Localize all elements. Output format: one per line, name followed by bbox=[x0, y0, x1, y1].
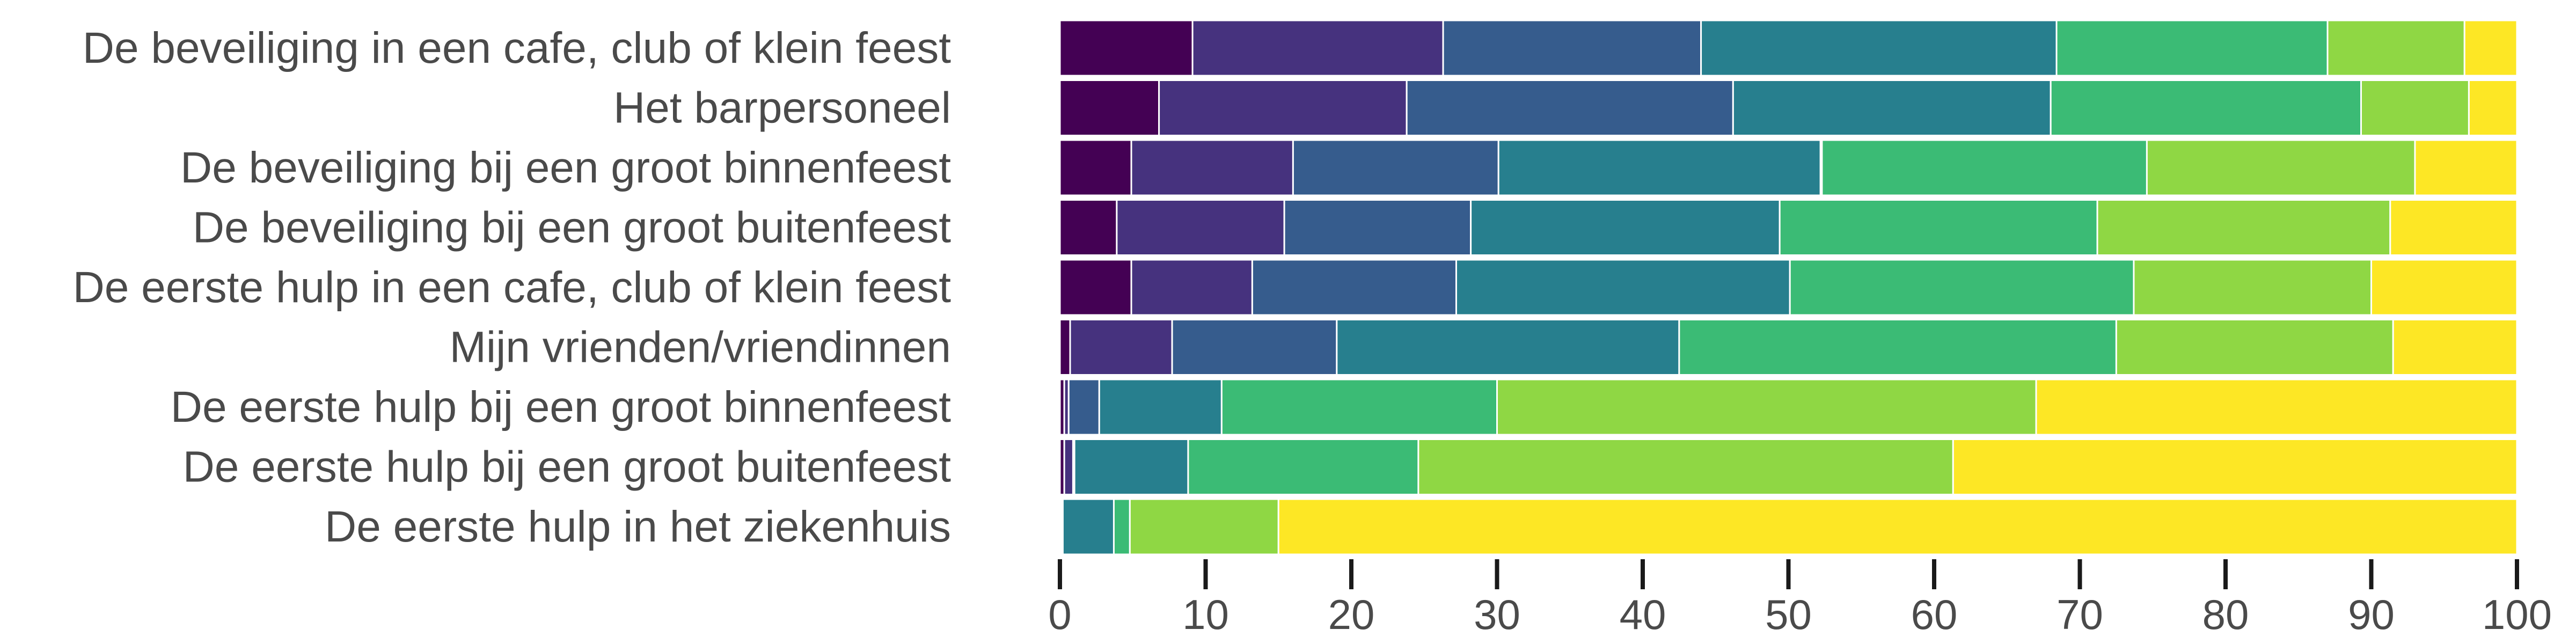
bar-segment bbox=[1277, 498, 2518, 555]
bar-segment bbox=[1779, 199, 2098, 256]
bar-segment bbox=[1187, 438, 1419, 495]
bar-segment bbox=[1098, 378, 1223, 436]
x-tick-label: 70 bbox=[2057, 591, 2103, 638]
bar-segment bbox=[1171, 319, 1338, 376]
bar-segment bbox=[2115, 319, 2394, 376]
category-label: De eerste hulp bij een groot binnenfeest bbox=[171, 383, 951, 431]
x-axis: 0 10 20 30 40 50 60 70 80 90 100 bbox=[1048, 559, 2552, 638]
bar-segment bbox=[2414, 139, 2518, 196]
bar-segment bbox=[1073, 438, 1189, 495]
bar-segment bbox=[1059, 199, 1118, 256]
bar-segment bbox=[1063, 438, 1074, 495]
bar-segment bbox=[2392, 319, 2518, 376]
x-tick-label: 80 bbox=[2202, 591, 2249, 638]
bar-segment bbox=[1406, 79, 1734, 136]
bar-segment bbox=[1130, 139, 1294, 196]
bar-segment bbox=[1417, 438, 1954, 495]
bar-segment bbox=[1700, 19, 2058, 77]
category-label: De beveiliging bij een groot buitenfeest bbox=[193, 203, 951, 252]
bar-segment bbox=[1292, 139, 1499, 196]
bar-segment bbox=[1732, 79, 2052, 136]
bar-segment bbox=[2035, 378, 2518, 436]
bar-segment bbox=[2360, 79, 2470, 136]
category-label: Mijn vrienden/vriendinnen bbox=[450, 323, 951, 372]
bar-segment bbox=[1113, 498, 1131, 555]
bar-segment bbox=[1678, 319, 2117, 376]
x-tick-label: 0 bbox=[1048, 591, 1071, 638]
category-labels: De beveiliging in een cafe, club of klei… bbox=[73, 24, 952, 551]
bar-segment bbox=[1067, 378, 1100, 436]
bar-segment bbox=[1059, 319, 1071, 376]
bar-segment bbox=[1455, 259, 1791, 316]
bar-segment bbox=[1059, 139, 1132, 196]
x-tick-label: 90 bbox=[2348, 591, 2395, 638]
bar-segment bbox=[2133, 259, 2373, 316]
bar-segment bbox=[1116, 199, 1285, 256]
bars-group bbox=[1059, 19, 2518, 555]
bar-segment bbox=[1069, 319, 1173, 376]
bar-segment bbox=[1789, 259, 2135, 316]
bar-segment bbox=[1059, 19, 1194, 77]
bar-segment bbox=[1158, 79, 1408, 136]
x-tick-label: 60 bbox=[1911, 591, 1958, 638]
category-label: De beveiliging bij een groot binnenfeest bbox=[180, 143, 951, 192]
bar-segment bbox=[1062, 498, 1115, 555]
bar-segment bbox=[2096, 199, 2391, 256]
category-label: De beveiliging in een cafe, club of klei… bbox=[83, 24, 951, 72]
bar-segment bbox=[2389, 199, 2518, 256]
category-label: De eerste hulp bij een groot buitenfeest bbox=[183, 443, 952, 492]
x-tick-label: 10 bbox=[1182, 591, 1229, 638]
bar-segment bbox=[1821, 139, 2148, 196]
bar-segment bbox=[2146, 139, 2416, 196]
category-label: De eerste hulp in het ziekenhuis bbox=[325, 502, 951, 551]
bar-segment bbox=[1336, 319, 1680, 376]
bar-segment bbox=[1283, 199, 1472, 256]
x-tick-label: 40 bbox=[1620, 591, 1666, 638]
bar-segment bbox=[1129, 498, 1279, 555]
x-tick-label: 20 bbox=[1328, 591, 1375, 638]
bar-segment bbox=[1470, 199, 1781, 256]
bar-segment bbox=[2370, 259, 2518, 316]
bar-segment bbox=[1251, 259, 1457, 316]
x-tick-label: 30 bbox=[1474, 591, 1520, 638]
bar-segment bbox=[1952, 438, 2518, 495]
category-label: Het barpersoneel bbox=[613, 84, 951, 133]
bar-segment bbox=[1497, 139, 1821, 196]
category-label: De eerste hulp in een cafe, club of klei… bbox=[73, 263, 952, 312]
bar-segment bbox=[1059, 79, 1160, 136]
bar-segment bbox=[2326, 19, 2465, 77]
bar-segment bbox=[2055, 19, 2329, 77]
bar-segment bbox=[1442, 19, 1702, 77]
bar-segment bbox=[1191, 19, 1444, 77]
bar-segment bbox=[2463, 19, 2518, 77]
bar-segment bbox=[1496, 378, 2037, 436]
x-tick-label: 50 bbox=[1765, 591, 1812, 638]
bar-segment bbox=[2050, 79, 2362, 136]
bar-segment bbox=[1220, 378, 1498, 436]
bar-segment bbox=[2468, 79, 2518, 136]
x-tick-label: 100 bbox=[2482, 591, 2552, 638]
bar-segment bbox=[1059, 259, 1132, 316]
bar-segment bbox=[1130, 259, 1253, 316]
